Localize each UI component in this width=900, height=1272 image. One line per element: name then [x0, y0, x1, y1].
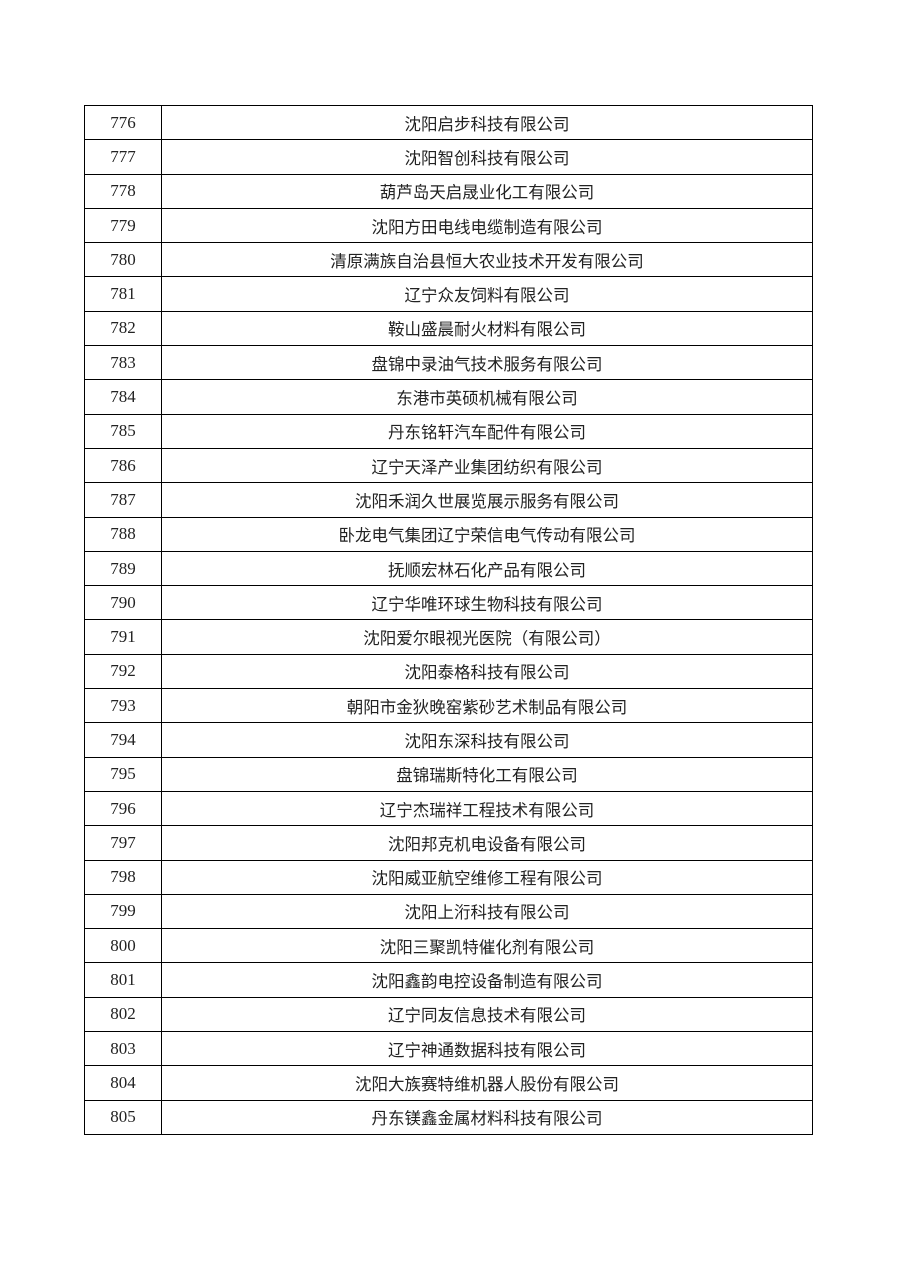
table-row: 796 辽宁杰瑞祥工程技术有限公司	[84, 790, 813, 827]
table-row: 784 东港市英硕机械有限公司	[84, 379, 813, 415]
table-row: 803 辽宁神通数据科技有限公司	[84, 1031, 813, 1067]
table-row: 781 辽宁众友饲料有限公司	[84, 276, 813, 312]
row-number: 792	[84, 653, 162, 690]
table-row: 793 朝阳市金狄晚窑紫砂艺术制品有限公司	[84, 688, 813, 724]
company-name: 盘锦瑞斯特化工有限公司	[161, 756, 813, 792]
table-row: 795 盘锦瑞斯特化工有限公司	[84, 756, 813, 792]
row-number: 791	[84, 619, 162, 655]
table-row: 794 沈阳东深科技有限公司	[84, 722, 813, 758]
table-row: 787 沈阳禾润久世展览展示服务有限公司	[84, 482, 813, 518]
row-number: 785	[84, 413, 162, 449]
table-row: 777 沈阳智创科技有限公司	[84, 139, 813, 175]
row-number: 776	[84, 104, 162, 141]
row-number: 804	[84, 1065, 162, 1101]
company-name: 沈阳邦克机电设备有限公司	[161, 825, 813, 861]
table-row: 783 盘锦中录油气技术服务有限公司	[84, 345, 813, 381]
row-number: 798	[84, 859, 162, 895]
table-row: 790 辽宁华唯环球生物科技有限公司	[84, 585, 813, 621]
company-name: 沈阳启步科技有限公司	[161, 104, 813, 141]
row-number: 779	[84, 207, 162, 244]
table-row: 800 沈阳三聚凯特催化剂有限公司	[84, 928, 813, 964]
company-name: 沈阳智创科技有限公司	[161, 139, 813, 175]
row-number: 801	[84, 962, 162, 998]
row-number: 793	[84, 688, 162, 724]
row-number: 783	[84, 345, 162, 381]
company-name: 辽宁神通数据科技有限公司	[161, 1031, 813, 1067]
table-row: 805 丹东镁鑫金属材料科技有限公司	[84, 1099, 813, 1135]
row-number: 790	[84, 585, 162, 621]
row-number: 786	[84, 447, 162, 484]
row-number: 803	[84, 1031, 162, 1067]
company-name: 清原满族自治县恒大农业技术开发有限公司	[161, 242, 813, 278]
company-name: 沈阳方田电线电缆制造有限公司	[161, 207, 813, 244]
company-name: 卧龙电气集团辽宁荣信电气传动有限公司	[161, 516, 813, 552]
company-name: 辽宁同友信息技术有限公司	[161, 996, 813, 1033]
company-name: 沈阳威亚航空维修工程有限公司	[161, 859, 813, 895]
table-row: 798 沈阳威亚航空维修工程有限公司	[84, 859, 813, 895]
company-name: 沈阳禾润久世展览展示服务有限公司	[161, 482, 813, 518]
row-number: 802	[84, 996, 162, 1033]
company-name: 辽宁众友饲料有限公司	[161, 276, 813, 312]
company-name: 沈阳大族赛特维机器人股份有限公司	[161, 1065, 813, 1101]
company-name: 沈阳东深科技有限公司	[161, 722, 813, 758]
company-name: 辽宁天泽产业集团纺织有限公司	[161, 447, 813, 484]
row-number: 788	[84, 516, 162, 552]
row-number: 794	[84, 722, 162, 758]
table-row: 797 沈阳邦克机电设备有限公司	[84, 825, 813, 861]
row-number: 784	[84, 379, 162, 415]
company-name: 沈阳上洐科技有限公司	[161, 893, 813, 930]
table-row: 778 葫芦岛天启晟业化工有限公司	[84, 173, 813, 209]
company-name: 葫芦岛天启晟业化工有限公司	[161, 173, 813, 209]
company-name: 丹东镁鑫金属材料科技有限公司	[161, 1099, 813, 1135]
table-row: 779 沈阳方田电线电缆制造有限公司	[84, 207, 813, 244]
company-name: 东港市英硕机械有限公司	[161, 379, 813, 415]
row-number: 799	[84, 893, 162, 930]
table-row: 785 丹东铭轩汽车配件有限公司	[84, 413, 813, 449]
table-row: 799 沈阳上洐科技有限公司	[84, 893, 813, 930]
company-name: 沈阳鑫韵电控设备制造有限公司	[161, 962, 813, 998]
table-row: 802 辽宁同友信息技术有限公司	[84, 996, 813, 1033]
row-number: 796	[84, 790, 162, 827]
row-number: 805	[84, 1099, 162, 1135]
table-row: 786 辽宁天泽产业集团纺织有限公司	[84, 447, 813, 484]
company-name: 辽宁华唯环球生物科技有限公司	[161, 585, 813, 621]
table-row: 792 沈阳泰格科技有限公司	[84, 653, 813, 690]
row-number: 777	[84, 139, 162, 175]
company-name: 沈阳爱尔眼视光医院（有限公司）	[161, 619, 813, 655]
row-number: 778	[84, 173, 162, 209]
company-name: 沈阳三聚凯特催化剂有限公司	[161, 928, 813, 964]
table-row: 782 鞍山盛晨耐火材料有限公司	[84, 310, 813, 347]
row-number: 789	[84, 550, 162, 587]
table-row: 804 沈阳大族赛特维机器人股份有限公司	[84, 1065, 813, 1101]
company-name: 朝阳市金狄晚窑紫砂艺术制品有限公司	[161, 688, 813, 724]
table-row: 776 沈阳启步科技有限公司	[84, 104, 813, 141]
table-row: 801 沈阳鑫韵电控设备制造有限公司	[84, 962, 813, 998]
company-name: 沈阳泰格科技有限公司	[161, 653, 813, 690]
table-row: 789 抚顺宏林石化产品有限公司	[84, 550, 813, 587]
row-number: 795	[84, 756, 162, 792]
row-number: 782	[84, 310, 162, 347]
company-name: 抚顺宏林石化产品有限公司	[161, 550, 813, 587]
row-number: 787	[84, 482, 162, 518]
row-number: 781	[84, 276, 162, 312]
table-row: 791 沈阳爱尔眼视光医院（有限公司）	[84, 619, 813, 655]
company-name: 丹东铭轩汽车配件有限公司	[161, 413, 813, 449]
table-row: 780 清原满族自治县恒大农业技术开发有限公司	[84, 242, 813, 278]
row-number: 780	[84, 242, 162, 278]
table-row: 788 卧龙电气集团辽宁荣信电气传动有限公司	[84, 516, 813, 552]
company-name: 鞍山盛晨耐火材料有限公司	[161, 310, 813, 347]
company-name: 盘锦中录油气技术服务有限公司	[161, 345, 813, 381]
row-number: 800	[84, 928, 162, 964]
row-number: 797	[84, 825, 162, 861]
company-list-table: 776 沈阳启步科技有限公司 777 沈阳智创科技有限公司 778 葫芦岛天启晟业化工有限…	[84, 104, 813, 1135]
company-name: 辽宁杰瑞祥工程技术有限公司	[161, 790, 813, 827]
